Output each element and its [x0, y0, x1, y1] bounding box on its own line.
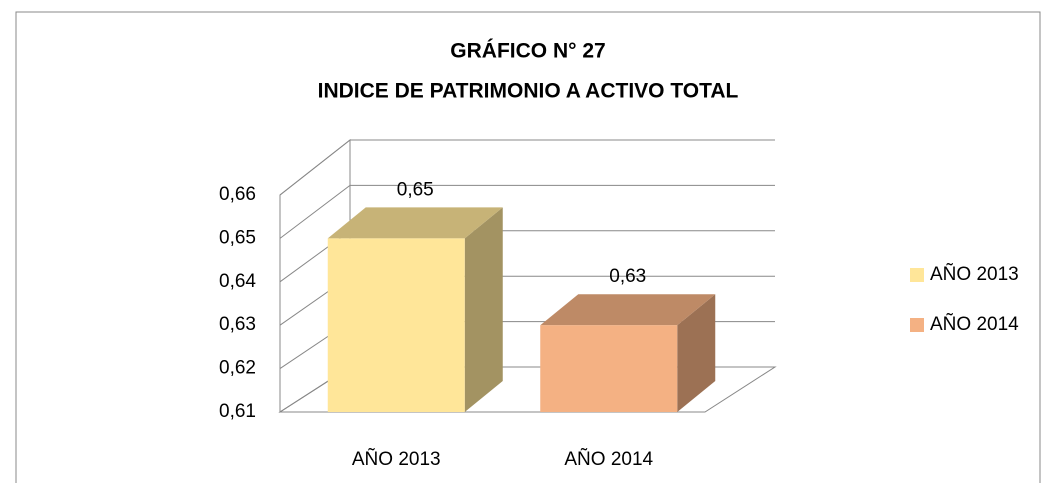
- legend-label: AÑO 2014: [930, 313, 1019, 335]
- grid-line: [279, 184, 775, 239]
- chart-title: GRÁFICO N° 27: [450, 40, 605, 63]
- bar-top: [540, 294, 716, 326]
- bar-top: [327, 207, 503, 239]
- y-tick-label: 0,62: [219, 358, 256, 379]
- bar: [327, 238, 465, 412]
- bar-side: [677, 294, 716, 412]
- legend-label: AÑO 2013: [930, 263, 1019, 285]
- chart-subtitle: INDICE DE PATRIMONIO A ACTIVO TOTAL: [318, 80, 739, 103]
- y-tick-label: 0,65: [219, 227, 256, 248]
- y-tick-label: 0,64: [219, 271, 256, 292]
- x-tick-label: AÑO 2013: [352, 448, 441, 470]
- x-tick-label: AÑO 2014: [564, 448, 653, 470]
- legend-swatch: [910, 268, 924, 282]
- data-label: 0,63: [609, 266, 646, 287]
- y-tick-label: 0,66: [219, 184, 256, 205]
- bar-side: [464, 207, 503, 412]
- y-tick-label: 0,61: [219, 401, 256, 422]
- chart-frame: [15, 11, 1041, 483]
- grid-line: [279, 139, 775, 196]
- data-label: 0,65: [397, 179, 434, 200]
- legend-swatch: [910, 318, 924, 332]
- bar: [540, 325, 678, 412]
- y-tick-label: 0,63: [219, 314, 256, 335]
